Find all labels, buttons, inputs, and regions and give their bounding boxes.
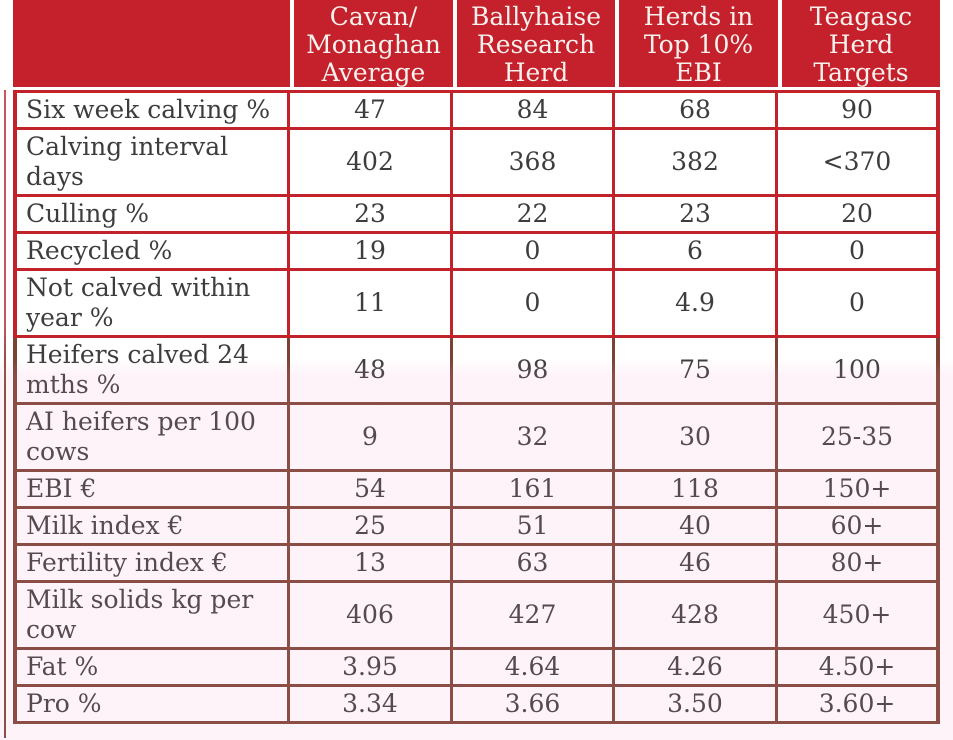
row-value-teagasc-target: <370 <box>778 130 940 197</box>
table-row: Heifers calved 24 mths % 48 98 75 100 <box>13 338 940 405</box>
row-value-teagasc-target: 450+ <box>778 583 940 650</box>
row-value-cavan-monaghan: 3.95 <box>290 650 453 687</box>
row-value-ballyhaise: 3.66 <box>453 687 615 724</box>
row-label: Not calved within year % <box>13 271 290 338</box>
row-value-teagasc-target: 150+ <box>778 472 940 509</box>
row-value-cavan-monaghan: 54 <box>290 472 453 509</box>
row-value-top-10-ebi: 75 <box>615 338 778 405</box>
herd-performance-table: Cavan/ Monaghan Average Ballyhaise Resea… <box>13 0 940 724</box>
table-row: Calving interval days 402 368 382 <370 <box>13 130 940 197</box>
row-value-ballyhaise: 427 <box>453 583 615 650</box>
row-value-cavan-monaghan: 48 <box>290 338 453 405</box>
row-value-ballyhaise: 32 <box>453 405 615 472</box>
row-value-teagasc-target: 4.50+ <box>778 650 940 687</box>
column-header-herds-in-top-10-ebi: Herds in Top 10% EBI <box>615 0 778 90</box>
row-value-ballyhaise: 4.64 <box>453 650 615 687</box>
row-value-top-10-ebi: 4.26 <box>615 650 778 687</box>
row-value-top-10-ebi: 6 <box>615 234 778 271</box>
column-header-ballyhaise-research-herd: Ballyhaise Research Herd <box>453 0 615 90</box>
row-value-ballyhaise: 0 <box>453 234 615 271</box>
row-value-ballyhaise: 84 <box>453 90 615 130</box>
row-label: Six week calving % <box>13 90 290 130</box>
table-row: Six week calving % 47 84 68 90 <box>13 90 940 130</box>
row-value-cavan-monaghan: 25 <box>290 509 453 546</box>
row-value-top-10-ebi: 118 <box>615 472 778 509</box>
table-row: Not calved within year % 11 0 4.9 0 <box>13 271 940 338</box>
row-label: Milk solids kg per cow <box>13 583 290 650</box>
row-value-ballyhaise: 98 <box>453 338 615 405</box>
row-value-top-10-ebi: 23 <box>615 197 778 234</box>
table-body: Six week calving % 47 84 68 90 Calving i… <box>13 90 940 724</box>
table-row: Culling % 23 22 23 20 <box>13 197 940 234</box>
row-value-cavan-monaghan: 3.34 <box>290 687 453 724</box>
table-row: Fertility index € 13 63 46 80+ <box>13 546 940 583</box>
row-label: Culling % <box>13 197 290 234</box>
table-row: Pro % 3.34 3.66 3.50 3.60+ <box>13 687 940 724</box>
row-value-top-10-ebi: 30 <box>615 405 778 472</box>
row-value-ballyhaise: 161 <box>453 472 615 509</box>
row-value-teagasc-target: 90 <box>778 90 940 130</box>
row-value-cavan-monaghan: 13 <box>290 546 453 583</box>
table-row: Milk solids kg per cow 406 427 428 450+ <box>13 583 940 650</box>
row-value-cavan-monaghan: 19 <box>290 234 453 271</box>
row-label: AI heifers per 100 cows <box>13 405 290 472</box>
row-value-top-10-ebi: 68 <box>615 90 778 130</box>
row-value-teagasc-target: 20 <box>778 197 940 234</box>
table-row: Recycled % 19 0 6 0 <box>13 234 940 271</box>
row-value-ballyhaise: 63 <box>453 546 615 583</box>
table-row: EBI € 54 161 118 150+ <box>13 472 940 509</box>
row-value-ballyhaise: 368 <box>453 130 615 197</box>
row-value-top-10-ebi: 382 <box>615 130 778 197</box>
table-header-row: Cavan/ Monaghan Average Ballyhaise Resea… <box>13 0 940 90</box>
row-value-ballyhaise: 51 <box>453 509 615 546</box>
row-value-teagasc-target: 25-35 <box>778 405 940 472</box>
row-value-teagasc-target: 3.60+ <box>778 687 940 724</box>
row-value-top-10-ebi: 40 <box>615 509 778 546</box>
row-value-teagasc-target: 0 <box>778 271 940 338</box>
row-value-top-10-ebi: 46 <box>615 546 778 583</box>
row-value-cavan-monaghan: 406 <box>290 583 453 650</box>
row-label: EBI € <box>13 472 290 509</box>
row-value-cavan-monaghan: 47 <box>290 90 453 130</box>
row-label: Pro % <box>13 687 290 724</box>
row-label: Fat % <box>13 650 290 687</box>
row-value-teagasc-target: 60+ <box>778 509 940 546</box>
column-header-blank <box>13 0 290 90</box>
column-header-cavan-monaghan-average: Cavan/ Monaghan Average <box>290 0 453 90</box>
table-row: AI heifers per 100 cows 9 32 30 25-35 <box>13 405 940 472</box>
row-value-teagasc-target: 0 <box>778 234 940 271</box>
table-row: Milk index € 25 51 40 60+ <box>13 509 940 546</box>
row-value-top-10-ebi: 4.9 <box>615 271 778 338</box>
row-label: Milk index € <box>13 509 290 546</box>
row-value-ballyhaise: 22 <box>453 197 615 234</box>
row-value-teagasc-target: 100 <box>778 338 940 405</box>
row-label: Recycled % <box>13 234 290 271</box>
left-page-rule <box>4 90 6 738</box>
row-value-cavan-monaghan: 9 <box>290 405 453 472</box>
row-label: Calving interval days <box>13 130 290 197</box>
row-value-teagasc-target: 80+ <box>778 546 940 583</box>
row-value-ballyhaise: 0 <box>453 271 615 338</box>
row-value-cavan-monaghan: 23 <box>290 197 453 234</box>
table-row: Fat % 3.95 4.64 4.26 4.50+ <box>13 650 940 687</box>
row-value-top-10-ebi: 428 <box>615 583 778 650</box>
row-value-cavan-monaghan: 11 <box>290 271 453 338</box>
column-header-teagasc-herd-targets: Teagasc Herd Targets <box>778 0 940 90</box>
row-label: Heifers calved 24 mths % <box>13 338 290 405</box>
row-value-cavan-monaghan: 402 <box>290 130 453 197</box>
row-value-top-10-ebi: 3.50 <box>615 687 778 724</box>
row-label: Fertility index € <box>13 546 290 583</box>
